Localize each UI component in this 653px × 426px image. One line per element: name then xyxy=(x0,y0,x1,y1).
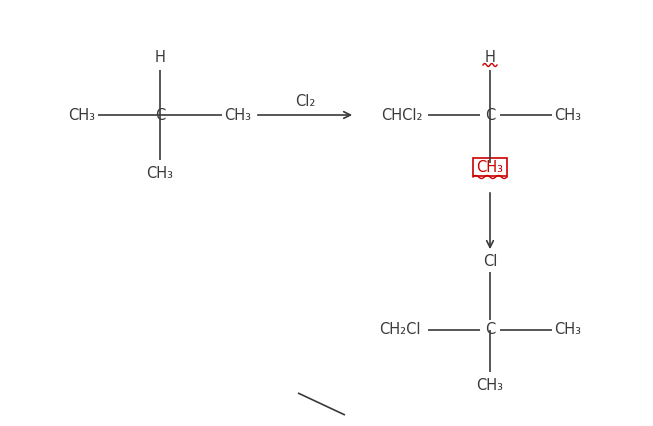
Text: C: C xyxy=(485,322,495,337)
Text: CH₃: CH₃ xyxy=(554,107,582,123)
Text: H: H xyxy=(155,51,165,66)
Text: Cl₂: Cl₂ xyxy=(295,95,315,109)
Text: C: C xyxy=(155,107,165,123)
Text: C: C xyxy=(485,107,495,123)
Text: H: H xyxy=(485,51,496,66)
Text: CH₃: CH₃ xyxy=(225,107,251,123)
Text: CH₃: CH₃ xyxy=(554,322,582,337)
Text: CHCl₂: CHCl₂ xyxy=(381,107,422,123)
Text: CH₃: CH₃ xyxy=(69,107,95,123)
Text: Cl: Cl xyxy=(483,254,497,270)
Text: CH₃: CH₃ xyxy=(477,161,503,176)
Text: CH₃: CH₃ xyxy=(477,377,503,392)
Text: CH₃: CH₃ xyxy=(146,165,174,181)
Text: CH₂Cl: CH₂Cl xyxy=(379,322,421,337)
